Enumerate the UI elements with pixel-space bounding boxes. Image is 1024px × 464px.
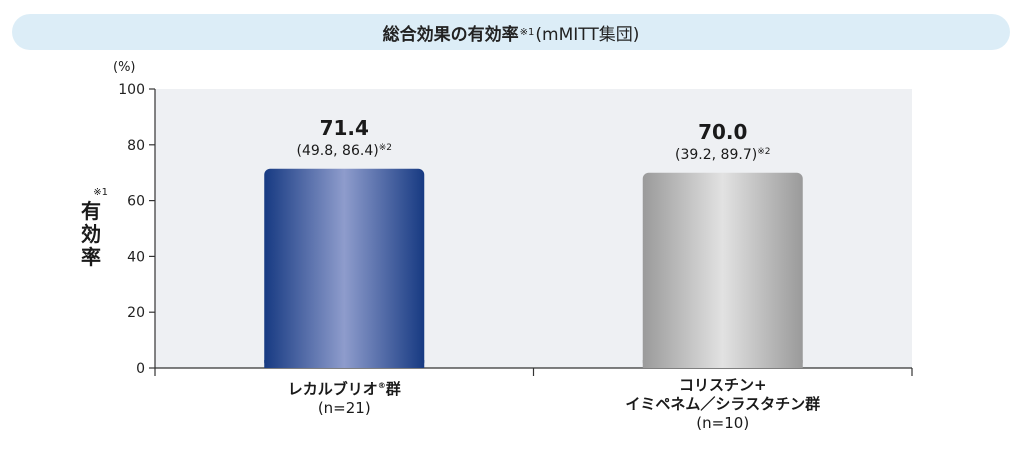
title-population: (mMITT集団) xyxy=(535,24,640,45)
ci-text: (49.8, 86.4) xyxy=(296,142,379,159)
y-axis-label-char: 効 xyxy=(81,222,101,246)
registered-mark: ® xyxy=(377,381,386,390)
category-label-group-1: レカルブリオ®群 (n=21) xyxy=(288,376,401,418)
ci-footnote-mark: ※2 xyxy=(757,146,771,157)
y-axis-label-char: 率 xyxy=(81,245,101,269)
data-label-ci: (39.2, 89.7)※2 xyxy=(675,143,770,164)
chart-title: 総合効果の有効率 ※1 (mMITT集団) xyxy=(12,14,1010,50)
data-label-ci: (49.8, 86.4)※2 xyxy=(297,139,392,160)
y-tick-label: 20 xyxy=(127,305,145,321)
sample-size: (n=21) xyxy=(317,399,371,417)
bar-2-base xyxy=(642,360,803,368)
y-axis-label: ※1 有 効 率 xyxy=(74,188,108,269)
category-name-line-1: コリスチン+ xyxy=(678,376,767,394)
category-label-group-2: コリスチン+ イミペネム／シラスタチン群 (n=10) xyxy=(625,376,820,433)
data-label-group-1: 71.4 (49.8, 86.4)※2 xyxy=(297,117,392,160)
y-tick-label: 40 xyxy=(127,249,145,265)
category-name-line-2: イミペネム／シラスタチン群 xyxy=(625,395,821,413)
category-name-suffix: 群 xyxy=(385,380,401,398)
y-tick-label: 100 xyxy=(118,82,145,98)
title-main: 総合効果の有効率 xyxy=(382,24,519,45)
bar-1-base xyxy=(264,360,425,368)
ci-text: (39.2, 89.7) xyxy=(675,146,758,163)
y-tick-label: 80 xyxy=(127,138,145,154)
category-name: レカルブリオ®群 xyxy=(288,376,401,399)
y-axis-label-footnote-mark: ※1 xyxy=(93,187,108,198)
y-tick-label: 0 xyxy=(136,361,145,377)
ci-footnote-mark: ※2 xyxy=(378,142,392,153)
category-name-text: レカルブリオ xyxy=(287,380,378,398)
sample-size: (n=10) xyxy=(696,414,750,432)
y-axis-label-char: 有 xyxy=(81,199,101,223)
title-footnote-mark: ※1 xyxy=(519,26,535,38)
data-label-group-2: 70.0 (39.2, 89.7)※2 xyxy=(675,121,770,164)
y-tick-label: 60 xyxy=(127,194,145,210)
data-label-value: 70.0 xyxy=(698,119,748,144)
bar-2 xyxy=(642,172,803,368)
data-label-value: 71.4 xyxy=(319,115,369,140)
bar-1 xyxy=(264,168,425,368)
y-axis-unit: (%) xyxy=(113,60,136,75)
